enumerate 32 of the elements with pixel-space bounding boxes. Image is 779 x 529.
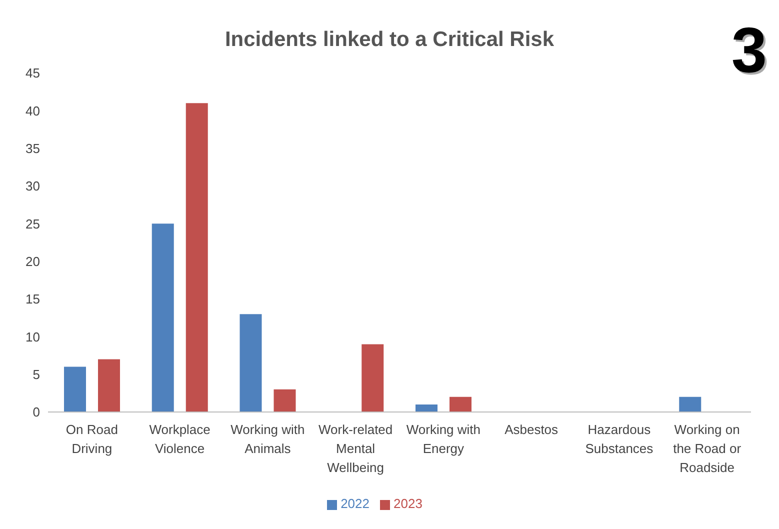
x-tick-label: Working with Energy — [406, 422, 481, 456]
y-tick-label: 25 — [26, 216, 40, 232]
bar — [240, 314, 262, 412]
bar — [152, 224, 174, 412]
y-tick-label: 45 — [26, 66, 40, 81]
x-tick-label: Working on the Road or Roadside — [673, 422, 742, 475]
y-tick-label: 30 — [26, 178, 40, 194]
y-tick-label: 0 — [32, 404, 40, 420]
bar — [679, 396, 702, 412]
bar — [416, 404, 438, 412]
x-tick-label: Asbestos — [504, 422, 559, 437]
y-tick-label: 10 — [26, 329, 40, 344]
x-tick-label: On Road Driving — [66, 422, 118, 456]
annotation: 3 — [731, 14, 767, 86]
bar — [450, 396, 472, 412]
x-tick-label: Working with Animals — [230, 422, 305, 456]
y-tick-label: 40 — [26, 103, 40, 118]
x-tick-label: Workplace Violence — [149, 422, 210, 456]
bar — [186, 103, 208, 412]
bar — [274, 389, 296, 412]
bar — [362, 344, 384, 412]
chart-title: Incidents linked to a Critical Risk — [224, 28, 554, 51]
x-tick-label: Hazardous Substances — [585, 422, 654, 456]
bar — [64, 366, 86, 412]
y-tick-label: 15 — [26, 292, 40, 307]
legend-label: 2023 — [394, 496, 422, 511]
legend-label: 2022 — [340, 496, 370, 511]
y-tick-label: 35 — [26, 140, 40, 156]
bar — [98, 359, 120, 412]
x-tick-label: Work-related Mental Wellbeing — [318, 422, 393, 475]
y-tick-label: 20 — [26, 254, 40, 269]
y-tick-label: 5 — [32, 366, 40, 382]
